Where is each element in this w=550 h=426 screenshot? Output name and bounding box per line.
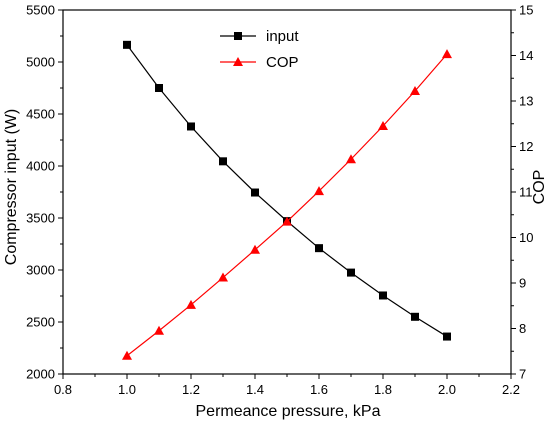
x-tick-label: 2.2 [502,382,520,397]
y2-tick-label: 13 [519,94,533,109]
data-point-input [123,40,131,49]
y-tick-label: 4000 [26,159,55,174]
y2-tick-label: 10 [519,230,533,245]
x-tick-label: 1.6 [310,382,328,397]
y-axis-title: Compressor input (W) [3,109,20,265]
data-point-cop [154,325,164,335]
series-line-input [126,44,448,338]
y2-tick-label: 12 [519,139,533,154]
data-point-input [187,122,195,131]
legend-marker-input [234,32,242,40]
data-point-cop [250,244,260,254]
series-layer [122,40,452,360]
data-point-cop [282,216,292,226]
y-tick-label: 3000 [26,263,55,278]
data-point-input [315,244,323,253]
axes-layer: 0.8 1.0 1.2 1.4 1.6 1.8 2.0 2.2 2000 2500 3000 3500… [26,3,533,398]
legend: input COP [220,28,299,71]
data-point-cop [314,186,324,196]
data-point-input [219,157,227,166]
data-point-cop [378,121,388,131]
y-tick-label: 4500 [26,107,55,122]
data-point-cop [442,49,452,59]
legend-label-input: input [266,28,299,45]
x-tick-label: 0.8 [54,382,72,397]
y2-tick-label: 7 [519,367,526,382]
series-line-cop [126,53,448,357]
y2-tick-label: 8 [519,321,526,336]
legend-label-cop: COP [266,54,299,71]
data-point-cop [218,272,228,282]
x-tick-label: 2.0 [438,382,456,397]
y-tick-label: 2000 [26,367,55,382]
y-tick-label: 2500 [26,315,55,330]
y2-tick-label: 14 [519,48,533,63]
x-tick-label: 1.0 [118,382,136,397]
y-tick-label: 5500 [26,3,55,18]
data-point-input [251,188,259,197]
data-point-input [155,84,163,92]
data-point-cop [346,154,356,164]
y2-tick-label: 9 [519,276,526,291]
data-point-cop [186,299,196,309]
x-tick-label: 1.4 [246,382,264,397]
x-tick-label: 1.2 [182,382,200,397]
data-point-input [411,312,419,321]
data-point-input [443,332,451,341]
x-axis-title: Permeance pressure, kPa [196,403,381,420]
data-point-cop [410,85,420,95]
data-point-cop [122,350,132,360]
x-tick-label: 1.8 [374,382,392,397]
legend-marker-cop [233,57,243,66]
y2-axis-title: COP [531,170,548,205]
y2-tick-label: 15 [519,3,533,18]
y-tick-label: 5000 [26,55,55,70]
y2-tick-label: 11 [519,185,533,200]
data-point-input [379,291,387,300]
data-point-input [347,268,355,277]
y-tick-label: 3500 [26,211,55,226]
